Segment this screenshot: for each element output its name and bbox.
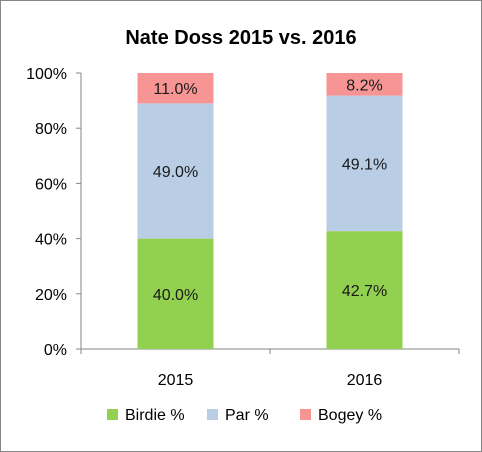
- data-labels: 40.0% 49.0% 11.0% 42.7% 49.1% 8.2%: [153, 77, 387, 303]
- y-tick-label: 80%: [35, 121, 67, 138]
- legend-label: Birdie %: [125, 407, 185, 424]
- legend-label: Bogey %: [318, 407, 382, 424]
- bar-segment: [137, 73, 214, 104]
- bar-segment: [326, 231, 403, 349]
- x-tick-labels: 2015 2016: [158, 372, 383, 389]
- data-label: 8.2%: [346, 77, 382, 94]
- legend-label: Par %: [225, 407, 269, 424]
- legend-swatch: [300, 409, 311, 420]
- legend-item: Par %: [207, 407, 269, 424]
- legend-item: Bogey %: [300, 407, 382, 424]
- y-tick-labels: 0% 20% 40% 60% 80% 100%: [26, 66, 67, 359]
- bar-segment: [326, 73, 403, 96]
- legend: Birdie % Par % Bogey %: [107, 407, 382, 424]
- x-tick-label: 2016: [347, 372, 383, 389]
- data-label: 11.0%: [153, 81, 197, 98]
- bar-segment: [137, 103, 214, 239]
- data-label: 49.0%: [153, 164, 198, 181]
- legend-item: Birdie %: [107, 407, 185, 424]
- data-label: 49.1%: [342, 156, 387, 173]
- x-tick-label: 2015: [158, 372, 194, 389]
- legend-swatch: [207, 409, 218, 420]
- legend-swatch: [107, 409, 118, 420]
- bars: [137, 73, 403, 349]
- chart-title: Nate Doss 2015 vs. 2016: [125, 27, 356, 49]
- bar-segment: [326, 95, 403, 232]
- y-tick-label: 20%: [35, 287, 67, 304]
- data-label: 42.7%: [342, 283, 387, 300]
- y-tick-label: 0%: [44, 342, 67, 359]
- y-tick-label: 40%: [35, 232, 67, 249]
- y-tick-label: 60%: [35, 176, 67, 193]
- data-label: 40.0%: [153, 287, 198, 304]
- y-tick-label: 100%: [26, 66, 67, 83]
- bar-segment: [137, 238, 214, 349]
